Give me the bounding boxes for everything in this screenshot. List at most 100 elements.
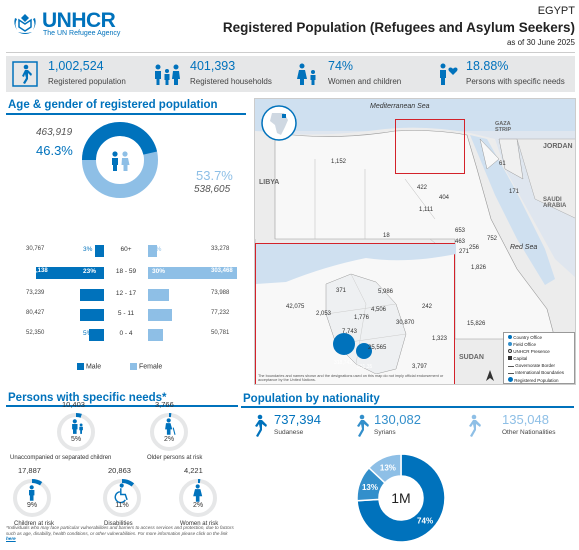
female-total: 538,605 <box>194 184 231 195</box>
egypt-map[interactable]: Mediterranean Sea Red Sea LIBYA GAZA STR… <box>254 98 576 385</box>
map-place-value: 1,826 <box>471 265 487 271</box>
pyramid-row: 73,239 8% 12 - 17 7% 73,988 <box>8 288 242 302</box>
need-count: 10,403 <box>62 400 85 409</box>
need-percent: 2% <box>163 436 175 443</box>
nationality-label: Syrians <box>374 429 396 436</box>
inset-value-cairo: 25,565 <box>368 345 387 351</box>
kpi-label: Persons with specific needs <box>466 77 565 86</box>
woman-icon <box>193 484 203 502</box>
need-gauge-fill <box>103 479 141 517</box>
map-country-libya: LIBYA <box>259 179 280 186</box>
map-place-value: 752 <box>487 236 498 242</box>
map-place-value: 256 <box>469 245 480 251</box>
footnote-link[interactable]: here <box>6 536 16 542</box>
kpi-label: Registered households <box>190 77 272 86</box>
female-bar <box>148 245 157 257</box>
map-disclaimer: The boundaries and names shown and the d… <box>258 374 444 382</box>
inset-shapes <box>256 244 456 374</box>
need-count: 20,863 <box>108 466 131 475</box>
pyramid-row: 30,767 3% 60+ 3% 33,278 <box>8 244 242 258</box>
need-gauge <box>179 479 217 517</box>
pyramid-row: 225,138 23% 18 - 59 30% 303,468 <box>8 266 242 280</box>
logo-wordmark: UNHCR <box>42 9 116 32</box>
female-percent: 53.7% <box>196 168 233 183</box>
map-focus-box <box>395 119 465 174</box>
female-count: 73,988 <box>211 290 230 296</box>
kpi-value: 18.88% <box>466 59 509 73</box>
male-count: 52,350 <box>26 330 45 336</box>
male-count: 30,767 <box>26 246 45 252</box>
female-count: 77,232 <box>211 310 230 316</box>
inset-value-ismailia: 1,323 <box>432 336 448 342</box>
inset-value-beheira: 2,053 <box>316 311 332 317</box>
nationality-others: 135,048 Other Nationalities <box>462 412 576 442</box>
legend-field-office: Field Office <box>508 342 536 347</box>
map-place-value: 1,111 <box>419 207 434 213</box>
male-percent: 46.3% <box>36 143 73 158</box>
map-place-value: 653 <box>455 228 466 234</box>
nationality-rule <box>241 406 574 408</box>
nationality-slice <box>367 453 402 484</box>
inset-value-qalyubia: 4,506 <box>371 307 387 313</box>
map-place-value: 422 <box>417 185 428 191</box>
gender-donut <box>82 122 158 198</box>
need-percent: 5% <box>70 436 82 443</box>
female-percent: 7% <box>152 290 162 297</box>
person-walking-icon <box>357 414 369 437</box>
legend-male: Male <box>77 363 101 370</box>
person-walking-icon <box>12 61 38 87</box>
africa-locator-icon <box>261 105 297 141</box>
footnote-more: For more information please click on the… <box>137 530 228 536</box>
north-arrow-icon <box>485 369 495 381</box>
inset-value-kafr: 371 <box>336 288 347 294</box>
family-icon <box>155 64 180 85</box>
family-icon <box>112 151 130 171</box>
map-sea-north: Mediterranean Sea <box>370 103 430 110</box>
map-country-gaza: GAZA STRIP <box>495 121 512 133</box>
map-place-value: 15,826 <box>467 321 486 327</box>
female-bar <box>148 309 172 321</box>
female-count: 50,781 <box>211 330 230 336</box>
map-place-value: 404 <box>439 195 450 201</box>
legend-registered: Registered Population <box>508 377 559 383</box>
nationality-label: Sudanese <box>274 429 304 436</box>
map-place-value: 18 <box>383 233 390 239</box>
nationality-slice <box>356 453 446 543</box>
legend-country-office: Country Office <box>508 335 542 340</box>
elderly-icon <box>165 418 176 435</box>
nationality-syrians: 130,082 Syrians <box>350 412 445 442</box>
map-country-saudi: SAUDI ARABIA <box>543 197 567 209</box>
age-group-label: 12 - 17 <box>115 290 137 297</box>
map-legend: Country Office Field Office UNHCR Presen… <box>503 332 575 384</box>
need-gauge-fill <box>179 479 217 517</box>
country-label: EGYPT <box>537 5 575 17</box>
male-total: 463,919 <box>36 127 73 138</box>
age-group-label: 0 - 4 <box>119 330 133 337</box>
need-label: Disabilities <box>104 521 133 527</box>
legend-capital: Capital <box>508 356 527 361</box>
nationality-label: Other Nationalities <box>502 429 556 436</box>
map-inset[interactable]: 42,075 2,053 371 1,776 5,986 242 30,870 … <box>255 243 456 384</box>
map-country-jordan: JORDAN <box>543 143 573 150</box>
map-place-value: 271 <box>459 249 470 255</box>
need-count: 17,887 <box>18 466 41 475</box>
map-sea-east: Red Sea <box>510 244 538 251</box>
specific-needs-title: Persons with specific needs* <box>8 392 167 404</box>
person-walking-icon <box>469 414 481 437</box>
report-date: as of 30 June 2025 <box>506 38 575 47</box>
map-place-value: 171 <box>509 189 520 195</box>
map-country-sudan: SUDAN <box>459 354 484 361</box>
donut-center-label: 1M <box>391 490 410 506</box>
kpi-registered-households: 401,393 Registered households <box>150 56 290 92</box>
person-walking-icon <box>255 414 267 437</box>
male-bar <box>89 329 104 341</box>
need-gauge <box>13 479 51 517</box>
need-count: 3,766 <box>155 400 174 409</box>
kpi-label: Women and children <box>328 77 402 86</box>
female-percent: 8% <box>152 310 162 317</box>
male-bar <box>95 245 104 257</box>
male-bar <box>80 309 104 321</box>
nationality-slice-label: 13% <box>362 483 378 492</box>
nationality-value: 130,082 <box>374 412 421 427</box>
wheelchair-icon <box>114 483 128 504</box>
